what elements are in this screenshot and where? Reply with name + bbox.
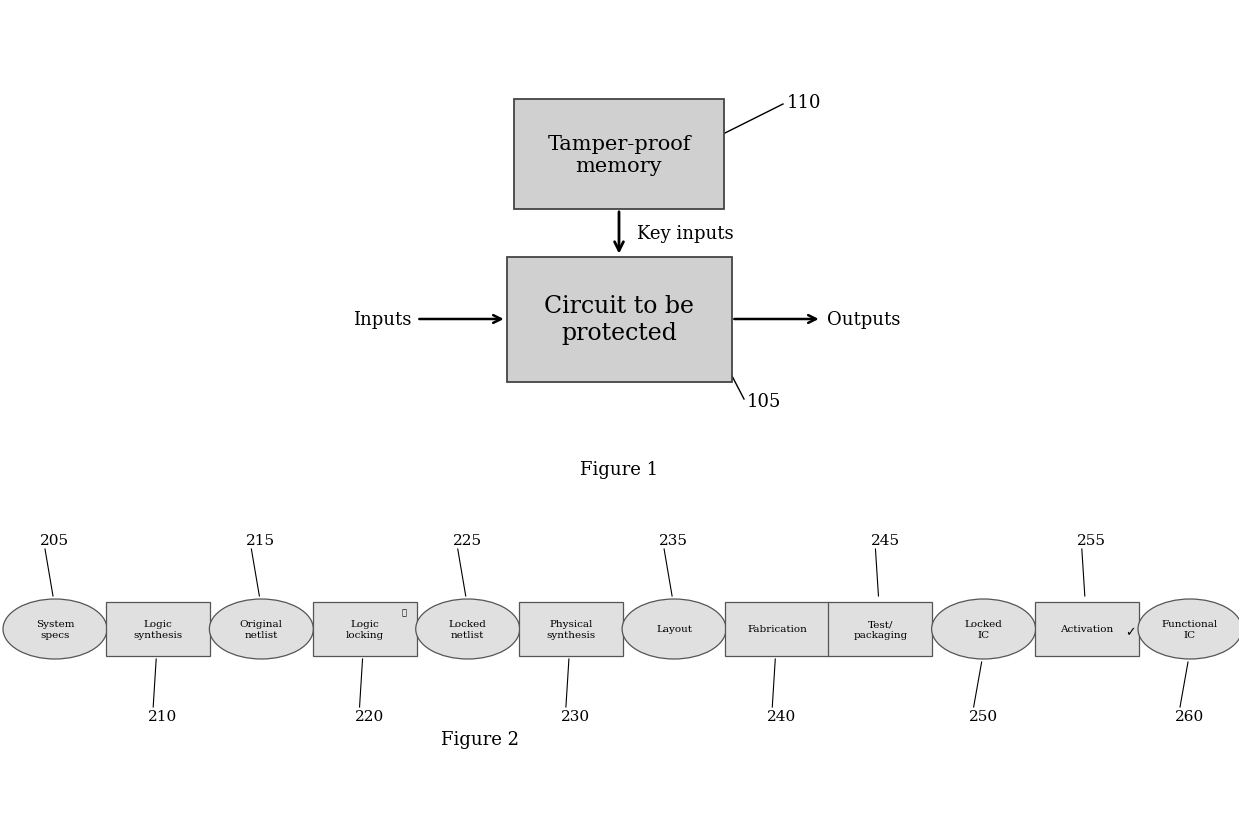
Text: System
specs: System specs <box>36 619 74 639</box>
Ellipse shape <box>2 600 107 659</box>
Text: 🔒: 🔒 <box>401 608 408 617</box>
Text: Physical
synthesis: Physical synthesis <box>546 619 596 639</box>
Text: Locked
netlist: Locked netlist <box>449 619 487 639</box>
Text: 230: 230 <box>561 709 590 723</box>
Text: Outputs: Outputs <box>826 310 900 328</box>
Text: 225: 225 <box>452 533 482 547</box>
Ellipse shape <box>1137 600 1239 659</box>
Text: Circuit to be
protected: Circuit to be protected <box>544 295 694 344</box>
Text: Activation: Activation <box>1061 625 1114 634</box>
FancyBboxPatch shape <box>514 100 724 210</box>
FancyBboxPatch shape <box>1035 602 1139 656</box>
Text: 110: 110 <box>787 94 821 112</box>
Text: 235: 235 <box>659 533 688 547</box>
Ellipse shape <box>209 600 313 659</box>
FancyBboxPatch shape <box>507 257 731 382</box>
Text: 205: 205 <box>40 533 69 547</box>
Text: ✓: ✓ <box>1125 626 1136 639</box>
Text: 210: 210 <box>149 709 177 723</box>
Text: 240: 240 <box>767 709 797 723</box>
Text: Original
netlist: Original netlist <box>240 619 282 639</box>
Text: 215: 215 <box>247 533 275 547</box>
Text: Figure 2: Figure 2 <box>441 730 519 748</box>
Text: Test/
packaging: Test/ packaging <box>854 619 908 639</box>
FancyBboxPatch shape <box>312 602 416 656</box>
Text: 105: 105 <box>747 392 782 410</box>
Text: Logic
locking: Logic locking <box>346 619 384 639</box>
FancyBboxPatch shape <box>725 602 829 656</box>
Text: Layout: Layout <box>657 625 693 634</box>
FancyBboxPatch shape <box>107 602 211 656</box>
Text: Key inputs: Key inputs <box>637 224 733 242</box>
FancyBboxPatch shape <box>519 602 623 656</box>
Text: Logic
synthesis: Logic synthesis <box>134 619 182 639</box>
Ellipse shape <box>416 600 519 659</box>
Text: Functional
IC: Functional IC <box>1162 619 1218 639</box>
Text: 220: 220 <box>354 709 384 723</box>
FancyBboxPatch shape <box>829 602 933 656</box>
Text: Fabrication: Fabrication <box>747 625 808 634</box>
Text: Tamper-proof
memory: Tamper-proof memory <box>548 134 691 175</box>
Text: 245: 245 <box>871 533 900 547</box>
Text: 255: 255 <box>1077 533 1106 547</box>
Ellipse shape <box>932 600 1036 659</box>
Text: Locked
IC: Locked IC <box>965 619 1002 639</box>
Text: Inputs: Inputs <box>353 310 411 328</box>
Text: 250: 250 <box>969 709 997 723</box>
Text: 260: 260 <box>1175 709 1204 723</box>
Text: Figure 1: Figure 1 <box>580 460 658 478</box>
Ellipse shape <box>622 600 726 659</box>
